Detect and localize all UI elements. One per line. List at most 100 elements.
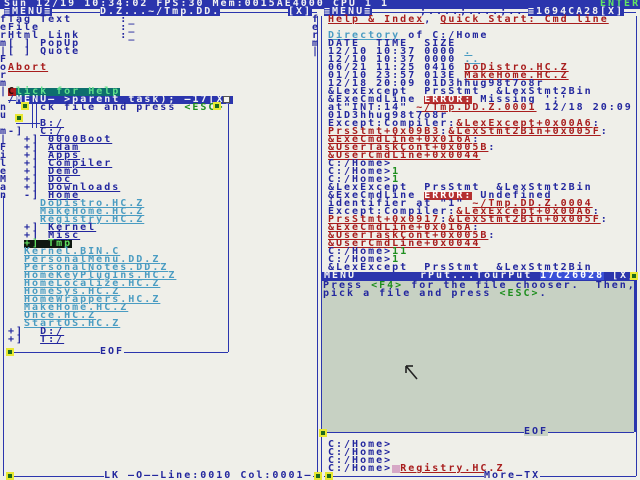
tree-file-registry[interactable]: Registry.HC.Z xyxy=(40,214,145,225)
tree-dir-0000boot[interactable]: +] 0000Boot xyxy=(24,134,112,145)
tree-file-dodistro[interactable]: DoDistro.HC.Z xyxy=(40,199,144,209)
tree-dir-compiler[interactable]: Compiler xyxy=(48,158,113,169)
tree-file-homesys[interactable]: HomeSys.HC.Z xyxy=(24,286,121,297)
tree-dir-compiler[interactable]: +] Compiler xyxy=(24,158,113,169)
editor-bottom-handle-left[interactable] xyxy=(6,472,14,480)
tree-dir-compiler[interactable]: +] xyxy=(24,158,49,169)
dodistro-link[interactable]: DoDistro.HC.Z xyxy=(464,62,569,73)
tree-file-once[interactable]: Once.HC.Z xyxy=(24,310,97,321)
tree-dir-downloads[interactable]: +] Downloads xyxy=(24,182,121,193)
tree-file-personalmenu[interactable]: PersonalMenu.DD.Z xyxy=(24,254,161,265)
tree-dir-misc[interactable]: +] Misc xyxy=(24,230,80,241)
tree-file-makehome[interactable]: MakeHome.HC.Z xyxy=(40,206,145,217)
tour-menu-button[interactable]: MENU xyxy=(324,270,357,281)
tree-dir-apps[interactable]: +] xyxy=(24,150,49,161)
html-link-input[interactable]: _ xyxy=(128,30,137,41)
tree-dir-apps[interactable]: +] Apps xyxy=(24,150,80,161)
terminal-close-button[interactable]: [X] xyxy=(600,6,625,17)
tree-dir-home[interactable]: -] Home xyxy=(24,190,81,201)
trace-line[interactable]: &UserCmdLine+0x0044 xyxy=(328,238,481,249)
trace-line[interactable]: &LexExcept+0x00A6 xyxy=(456,206,593,217)
tree-drive-t[interactable]: +] xyxy=(8,334,41,345)
tree-dir-kernel[interactable]: +] Kernel xyxy=(24,222,97,233)
tree-file-startos[interactable]: StartOS.HC.Z xyxy=(24,318,121,329)
help-index-link[interactable]: Help & Index xyxy=(328,14,425,25)
editor-close-button[interactable]: [X] xyxy=(288,6,313,17)
tree-dir-downloads[interactable]: +] xyxy=(24,182,49,193)
tour-close-button[interactable]: [X] xyxy=(612,271,636,281)
tree-drive-c[interactable]: -] xyxy=(8,126,41,137)
click-for-help-button[interactable]: C xyxy=(8,86,17,97)
tour-eof-handle[interactable] xyxy=(319,429,327,437)
tree-dir-kernel[interactable]: +] xyxy=(24,222,49,233)
tree-dir-home[interactable]: -] xyxy=(24,190,49,201)
tree-dir-kernel[interactable]: Kernel xyxy=(48,222,97,233)
trace-line[interactable]: &LexStmt2Bin+0x005F xyxy=(448,126,601,137)
tree-file-homewrappers[interactable]: HomeWrappers.HC.Z xyxy=(24,294,161,305)
tree-drive-t[interactable]: +] T:/ xyxy=(8,334,65,345)
tree-file-personalmenu[interactable]: PersonalMenu.DD.Z xyxy=(24,254,161,265)
dir-row-dotdot[interactable]: .. xyxy=(464,54,481,65)
quick-start-link[interactable]: Quick Start: Cmd line xyxy=(440,14,609,25)
tree-file-homelocalize[interactable]: HomeLocalize.HC.Z xyxy=(24,279,160,289)
trace-line[interactable]: &LexExcept+0x00A6 xyxy=(456,118,593,129)
trace-line[interactable]: &UserTaskCont+0x005B xyxy=(328,142,489,153)
tmp-dd-0004-link[interactable]: ~/Tmp.DD.Z.0004 xyxy=(472,198,593,209)
tree-dir-misc[interactable]: +] xyxy=(24,230,49,241)
tour-menu-button[interactable]: MENU xyxy=(324,270,357,281)
terminal-scroll-indicator[interactable]: ;....;....;.. xyxy=(420,6,525,17)
quote-checkbox[interactable]: [ ] Quote xyxy=(8,46,81,57)
text-cursor[interactable] xyxy=(392,465,401,473)
popup-checkbox[interactable]: [ ] PopUp xyxy=(8,38,81,49)
dir-row-dot[interactable]: . xyxy=(464,46,473,57)
tree-dir-demo[interactable]: Demo xyxy=(48,166,81,177)
tree-dir-demo[interactable]: +] Demo xyxy=(24,166,81,177)
tree-drive-d[interactable]: +] D:/ xyxy=(8,326,65,337)
terminal-scroll-indicator[interactable]: ;....;....;.. xyxy=(420,6,525,17)
editor-bottom-handle-right[interactable] xyxy=(314,472,322,480)
popup-checkbox[interactable]: [ ] PopUp xyxy=(8,38,81,49)
tree-drive-t[interactable]: T:/ xyxy=(40,334,65,345)
tree-file-makehome[interactable]: MakeHome.HC.Z xyxy=(40,206,145,217)
tree-dir-adam[interactable]: +] xyxy=(24,142,49,153)
click-for-help-button[interactable]: Click for Help xyxy=(8,86,121,97)
directory-link[interactable]: Directory xyxy=(328,30,401,41)
tour-title-handle[interactable] xyxy=(630,272,638,280)
makehome-link[interactable]: MakeHome.HC.Z xyxy=(464,70,569,81)
terminal-close-button[interactable]: [X] xyxy=(600,6,625,17)
tree-drive-d[interactable]: D:/ xyxy=(40,326,65,337)
tree-dir-home[interactable]: Home xyxy=(48,190,81,201)
tree-file-makehome2[interactable]: MakeHome.HC.Z xyxy=(24,302,129,313)
tree-dir-doc[interactable]: +] Doc xyxy=(24,175,72,185)
tree-file-homekeyplugins[interactable]: HomeKeyPlugIns.HC.Z xyxy=(24,270,177,281)
tree-file-registry[interactable]: Registry.HC.Z xyxy=(40,214,145,225)
chooser-title-pin[interactable] xyxy=(223,96,230,103)
trace-line[interactable]: &UserCmdLine+0x0044 xyxy=(328,150,481,161)
chooser-handle-right[interactable] xyxy=(213,102,221,110)
chooser-eof-handle[interactable] xyxy=(6,348,14,356)
tree-file-personalnotes[interactable]: PersonalNotes.DD.Z xyxy=(24,262,169,273)
tree-drive-b[interactable]: B:/ xyxy=(40,118,65,129)
tree-dir-downloads[interactable]: Downloads xyxy=(48,182,121,193)
tree-file-startos[interactable]: StartOS.HC.Z xyxy=(24,318,121,329)
trace-line[interactable]: PrsStmt+0x0917 xyxy=(328,214,441,225)
trace-line[interactable]: &UserTaskCont+0x005B xyxy=(328,230,489,241)
tree-dir-adam[interactable]: +] Adam xyxy=(24,142,81,153)
tree-drive-c[interactable]: -] C:/ xyxy=(8,126,64,137)
tree-file-homewrappers[interactable]: HomeWrappers.HC.Z xyxy=(24,294,161,305)
trace-line[interactable]: &ExeCmdLine+0x016A xyxy=(328,222,473,233)
tree-drive-b[interactable]: B:/ xyxy=(40,118,65,129)
tree-drive-d[interactable]: +] xyxy=(8,326,41,337)
trace-line[interactable]: &ExeCmdLine+0x016A xyxy=(328,134,473,145)
chooser-handle-left[interactable] xyxy=(21,102,29,110)
trace-line[interactable]: PrsStmt+0x09B3 xyxy=(328,126,441,137)
tag-text-input[interactable]: _ xyxy=(128,14,137,25)
tree-dir-adam[interactable]: Adam xyxy=(48,142,81,153)
quote-checkbox[interactable]: [ ] Quote xyxy=(8,46,81,57)
tree-file-kernel-bin[interactable]: Kernel.BIN.C xyxy=(24,247,120,257)
tree-file-homesys[interactable]: HomeSys.HC.Z xyxy=(24,286,121,297)
terminal-menu-button[interactable]: ≡MENU≡ xyxy=(324,7,373,17)
tree-dir-0000boot[interactable]: +] xyxy=(24,134,49,145)
tree-dir-tmp-selected[interactable]: +] Tmp xyxy=(24,238,73,249)
tree-handle-top[interactable] xyxy=(15,114,23,122)
